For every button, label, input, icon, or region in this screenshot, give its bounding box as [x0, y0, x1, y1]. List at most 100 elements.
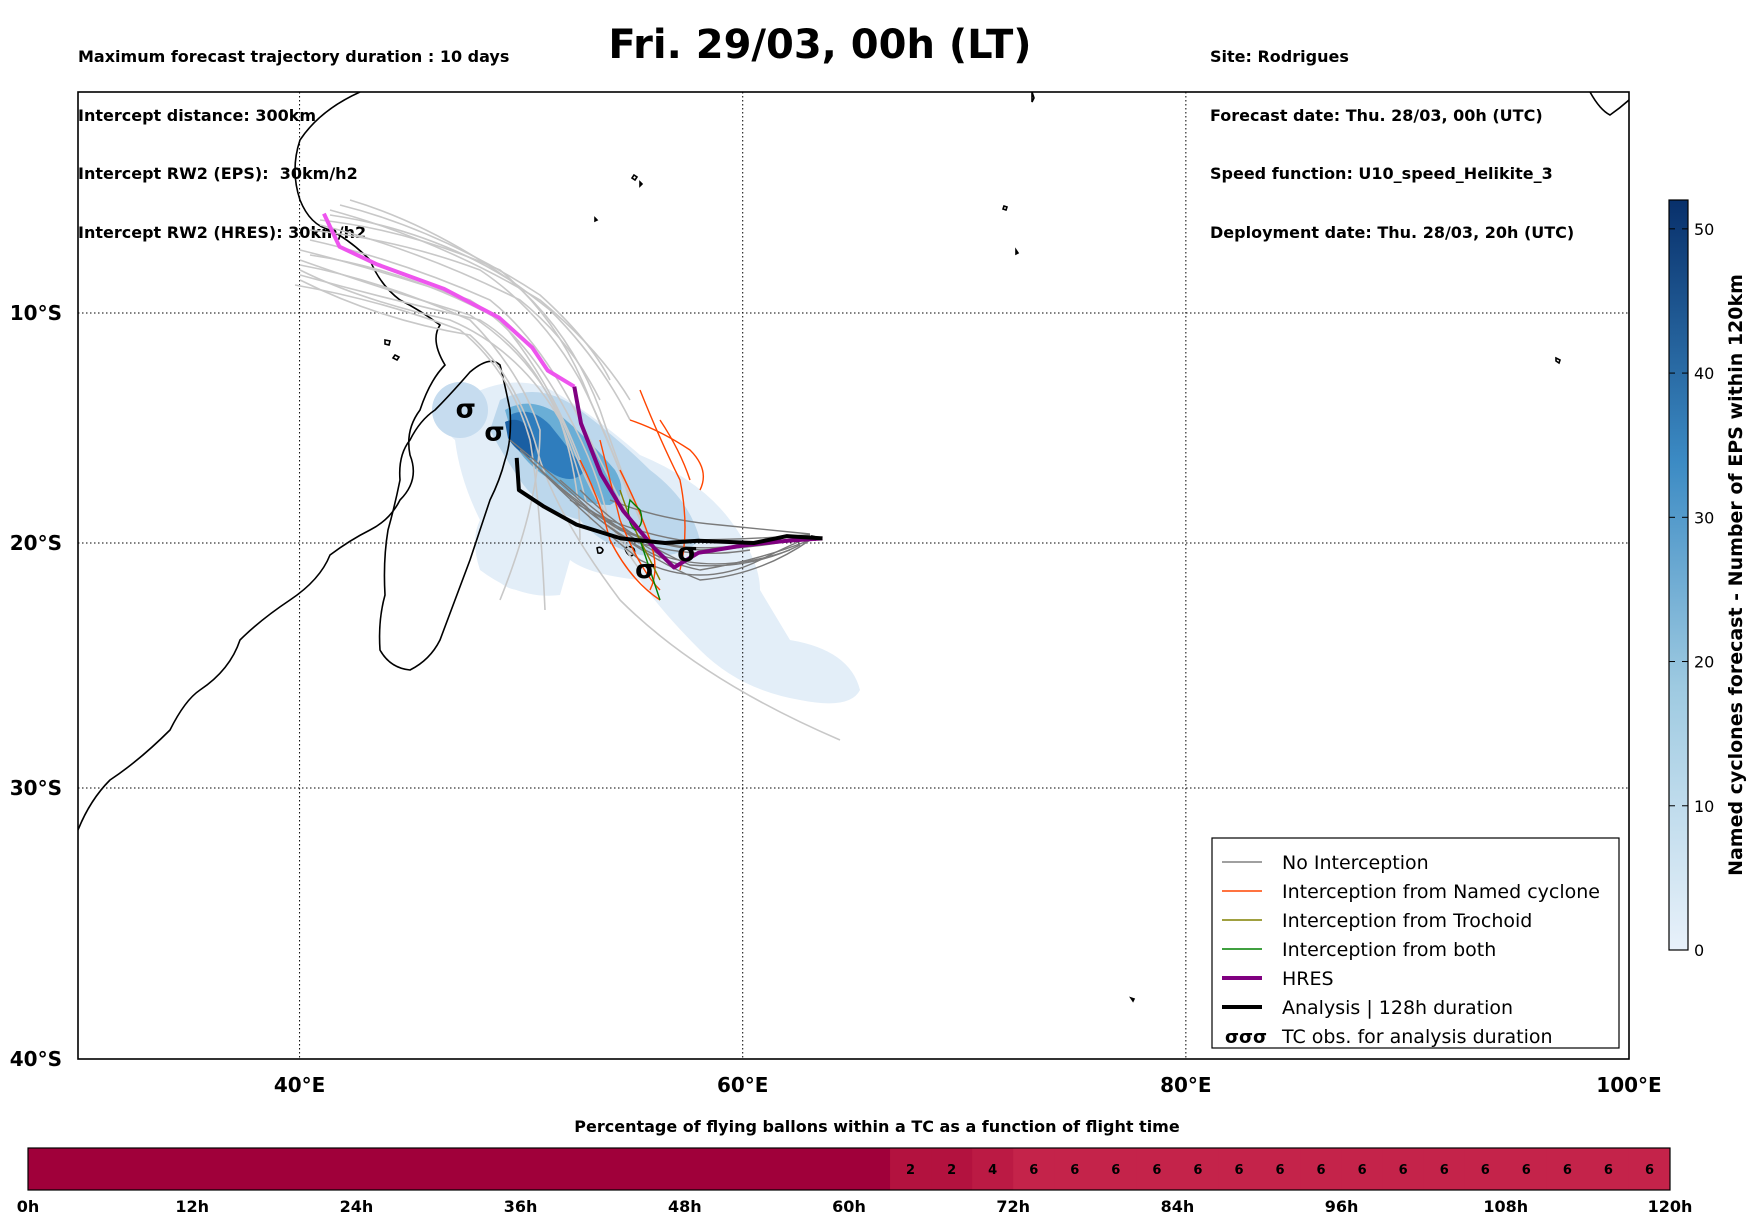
strip-cell-value: 6 [1276, 1163, 1285, 1178]
legend-obs-symbol: σσσ [1225, 1027, 1267, 1048]
cocos [1555, 356, 1561, 365]
strip-cell [1423, 1148, 1466, 1190]
maldives [1031, 92, 1035, 103]
strip-cell [1095, 1148, 1137, 1190]
strip-tick-label: 12h [175, 1197, 209, 1216]
longitude-label: 60°E [717, 1073, 769, 1097]
strip-cell [1218, 1148, 1260, 1190]
legend-label: Interception from Named cyclone [1282, 881, 1600, 903]
strip-cell [110, 1148, 152, 1190]
eps-colorbar: 0 10 20 30 40 50 Named cyclones forecast - Nu… [1668, 199, 1747, 960]
legend-label: Interception from both [1282, 939, 1496, 961]
strip-cell [1546, 1148, 1589, 1190]
latitude-labels: 10°S 20°S 30°S 40°S [10, 301, 62, 1071]
indonesia-coast [1589, 92, 1629, 116]
strip-cell [28, 1148, 70, 1190]
latitude-label: 20°S [10, 531, 62, 555]
longitude-label: 100°E [1596, 1073, 1661, 1097]
strip-tick-label: 120h [1648, 1197, 1693, 1216]
strip-tick-label: 60h [832, 1197, 866, 1216]
strip-cell [561, 1148, 604, 1190]
strip-cell-value: 6 [1604, 1163, 1613, 1178]
strip-cell [972, 1148, 1014, 1190]
legend-label: TC obs. for analysis duration [1281, 1026, 1553, 1048]
longitude-label: 40°E [274, 1073, 326, 1097]
strip-cell-value: 6 [1563, 1163, 1572, 1178]
tc-percentage-strip: 2 2 4 6 6 6 6 6 6 6 6 6 6 6 6 6 6 6 60h 12h 24h 36h 48h 60h 72h 8… [17, 1147, 1693, 1216]
header-right-line: Forecast date: Thu. 28/03, 00h (UTC) [1210, 105, 1543, 125]
strip-cell-value: 6 [1399, 1163, 1408, 1178]
header-right-line: Speed function: U10_speed_Helikite_3 [1210, 164, 1553, 183]
hres-late-segment [572, 386, 823, 570]
strip-cell [1013, 1148, 1055, 1190]
strip-cell [69, 1148, 111, 1190]
strip-cell-value: 6 [1440, 1163, 1449, 1178]
header-right-info: Site: Rodrigues Forecast date: Thu. 28/0… [1210, 8, 1574, 262]
latitude-label: 10°S [10, 301, 62, 325]
strip-cell-value: 6 [1193, 1163, 1202, 1178]
colorbar-tick-label: 10 [1694, 797, 1714, 816]
colorbar-gradient [1668, 199, 1689, 951]
tc-obs-symbol: σ [635, 555, 655, 585]
tc-obs-symbol: σ [677, 538, 697, 568]
colorbar-tick-label: 20 [1694, 653, 1714, 672]
strip-cell [397, 1148, 439, 1190]
strip-cell [438, 1148, 481, 1190]
strip-cell-value: 6 [1358, 1163, 1367, 1178]
strip-tick-label: 84h [1161, 1197, 1195, 1216]
strip-cell [931, 1148, 973, 1190]
colorbar-label: Named cyclones forecast - Number of EPS … [1725, 274, 1747, 876]
colorbar-tick-label: 0 [1694, 941, 1704, 960]
strip-cell [725, 1148, 768, 1190]
africa-coast [78, 92, 447, 831]
legend-label: Interception from Trochoid [1282, 910, 1532, 932]
strip-cell-value: 6 [1152, 1163, 1161, 1178]
header-right-line: Deployment date: Thu. 28/03, 20h (UTC) [1210, 222, 1575, 242]
strip-title: Percentage of flying ballons within a TC… [574, 1117, 1180, 1136]
strip-cell [274, 1148, 316, 1190]
colorbar-ticks: 0 10 20 30 40 50 [1669, 220, 1714, 960]
longitude-labels: 40°E 60°E 80°E 100°E [274, 1073, 1662, 1097]
hres-track [322, 212, 823, 570]
header-left-line: Intercept distance: 300km [78, 105, 317, 125]
strip-cell [890, 1148, 932, 1190]
strip-cell [233, 1148, 275, 1190]
strip-cell [520, 1148, 563, 1190]
strip-cell [1341, 1148, 1384, 1190]
longitude-label: 80°E [1160, 1073, 1212, 1097]
reunion [596, 546, 604, 554]
strip-cell-value: 4 [988, 1163, 997, 1178]
strip-cell-value: 2 [906, 1163, 915, 1178]
strip-tick-label: 108h [1483, 1197, 1528, 1216]
map-frame [77, 91, 1630, 1060]
legend-box [1211, 837, 1620, 1049]
legend-label: HRES [1282, 968, 1334, 990]
latitude-label: 40°S [10, 1047, 62, 1071]
legend-label: Analysis | 128h duration [1282, 997, 1513, 1019]
colorbar-tick-label: 50 [1694, 220, 1714, 239]
strip-tick-label: 36h [504, 1197, 538, 1216]
legend-label: No Interception [1282, 852, 1429, 874]
strip-cell [849, 1148, 891, 1190]
strip-cell [1382, 1148, 1425, 1190]
strip-cell [151, 1148, 193, 1190]
amsterdam [1129, 996, 1136, 1003]
strip-cell [1054, 1148, 1096, 1190]
strip-cell-value: 6 [1029, 1163, 1038, 1178]
strip-tick-label: 24h [340, 1197, 374, 1216]
strip-cell [807, 1148, 850, 1190]
strip-cell [1177, 1148, 1219, 1190]
eps-member-tracks [294, 199, 841, 741]
page-title: Fri. 29/03, 00h (LT) [608, 22, 1032, 68]
comoros [384, 339, 401, 362]
strip-cell [1300, 1148, 1343, 1190]
graticule [78, 92, 1629, 1059]
strip-cell-value: 6 [1111, 1163, 1120, 1178]
strip-cell-value: 6 [1645, 1163, 1654, 1178]
header-right-line: Site: Rodrigues [1210, 47, 1349, 66]
strip-cell [1505, 1148, 1548, 1190]
header-left-info: Maximum forecast trajectory duration : 1… [78, 8, 509, 262]
strip-cell [1587, 1148, 1630, 1190]
